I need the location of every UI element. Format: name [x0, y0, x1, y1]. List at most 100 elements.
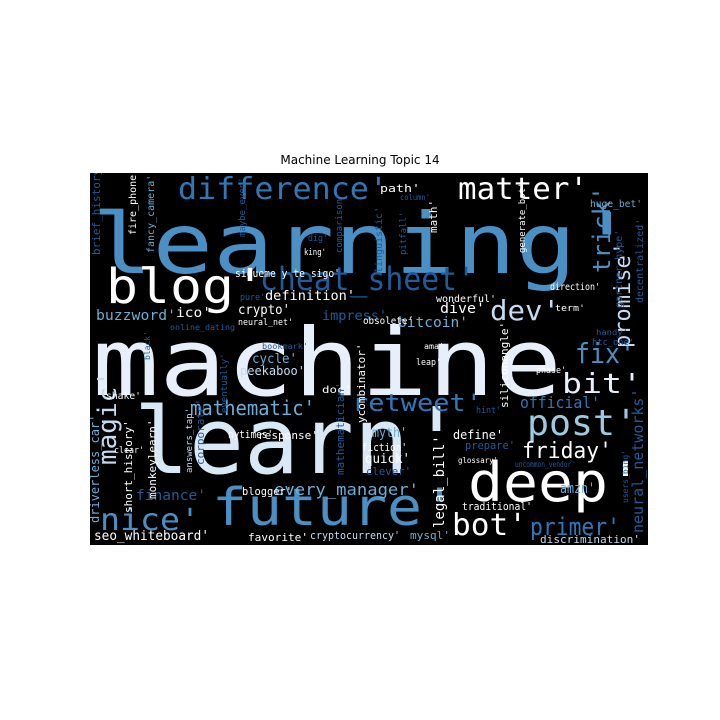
cloud-word-phase: phase' — [536, 366, 566, 376]
cloud-word-traditional: traditional' — [462, 500, 532, 513]
cloud-word-difference: difference' — [178, 173, 388, 207]
cloud-word-response: response' — [258, 429, 318, 442]
cloud-word-definition: definition' — [265, 289, 355, 304]
cloud-word-cryptocurrency: cryptocurrency' — [310, 529, 400, 542]
cloud-word-fiction: fiction' — [362, 441, 407, 454]
cloud-word-future: future' — [212, 478, 457, 538]
cloud-word-maybe-even: maybe_even' — [238, 177, 248, 237]
cloud-word-magic: magic' — [93, 371, 123, 465]
cloud-word-post: post' — [527, 403, 637, 444]
cloud-word-myth: myth' — [372, 426, 407, 441]
cloud-word-peekaboo: peekaboo' — [240, 364, 305, 378]
cloud-word-crypto: crypto' — [238, 303, 290, 318]
cloud-word-huge-bet: huge_bet' — [590, 199, 642, 210]
cloud-word-bit: bit' — [562, 367, 642, 400]
cloud-word-fire-phone: fire_phone' — [128, 173, 139, 235]
cloud-word-bookmark: bookmark' — [262, 342, 308, 351]
cloud-word-path: path' — [380, 182, 420, 195]
cloud-word-gartner-hype: gartner_hype' — [614, 230, 625, 308]
cloud-word-hint: hint' — [476, 406, 501, 416]
cloud-word-comparison: comparison' — [335, 193, 345, 253]
cloud-word-neural-networks: neural_networks' — [629, 389, 647, 534]
cloud-word-handy: handy' — [596, 328, 628, 337]
cloud-word-amzn: amzn' — [560, 481, 595, 497]
cloud-word-answers-tap: answers_tap' — [185, 408, 195, 473]
cloud-word-short-history: short_history' — [122, 420, 135, 513]
cloud-word-trick: trick' — [588, 186, 616, 273]
cloud-word-neural-net: neural_net' — [238, 318, 293, 328]
cloud-word-dive: dive' — [440, 301, 485, 317]
cloud-word-decentralized: decentralized' — [635, 219, 646, 303]
cloud-word-corporate: corporate' — [194, 399, 207, 465]
cloud-word-legal-bill: legal_bill' — [432, 435, 448, 528]
cloud-word-discrimination: discrimination' — [540, 533, 640, 545]
cloud-word-cycle: cycle' — [252, 352, 297, 367]
cloud-word-column: column' — [400, 193, 430, 202]
cloud-word-deep: deep' — [468, 451, 643, 514]
cloud-word-king: king' — [304, 248, 326, 258]
cloud-word-brief-history: brief_history' — [90, 173, 103, 255]
cloud-word-mathematician: mathematician' — [334, 382, 347, 475]
cloud-word-bot: bot' — [452, 508, 527, 543]
cloud-word-cheat-sheet: cheat_sheet' — [260, 260, 475, 298]
cloud-word-direction: direction' — [550, 282, 600, 293]
cloud-word-uncommon-vendor: uncommon_vendor' — [515, 460, 575, 469]
cloud-word-nice: nice' — [100, 503, 200, 538]
cloud-word-clever: clever' — [366, 465, 411, 478]
cloud-word-bitcoin: bitcoin' — [398, 315, 468, 331]
cloud-word-ico: ico' — [176, 306, 211, 321]
cloud-word-machine: machine — [92, 309, 562, 418]
cloud-word-mysql: mysql' — [410, 529, 450, 542]
cloud-word-fix: fix' — [575, 337, 635, 370]
cloud-word-every-manager: every_manager' — [274, 480, 419, 499]
cloud-word-ycombinator: ycombinator' — [355, 344, 368, 423]
cloud-word-wonderful: wonderful' — [436, 294, 496, 305]
cloud-word-obsolete: obsolete' — [363, 316, 413, 327]
cloud-word-black: black' — [143, 331, 152, 360]
cloud-word-buzzword: buzzword' — [96, 308, 176, 324]
cloud-word-learning: learning' — [92, 195, 637, 293]
cloud-word-shake: shake' — [106, 391, 141, 402]
cloud-word-clear: clear' — [114, 446, 144, 456]
word-cloud: learning' machine learn' future' deep' blog' c… — [90, 173, 648, 545]
cloud-word-htc-one: htc_one' — [592, 338, 634, 348]
cloud-word-retweet: retweet' — [352, 389, 482, 417]
cloud-word-driverless-car: driverless_car' — [90, 415, 102, 523]
cloud-word-online-dating: online_dating — [170, 323, 235, 332]
cloud-word-pitfall: pitfall' — [399, 212, 409, 255]
cloud-word-official: official' — [520, 393, 600, 412]
cloud-word-blogger: blogger' — [242, 485, 292, 498]
cloud-word-nytimes: nytimes' — [228, 428, 273, 441]
cloud-word-prepare: prepare' — [465, 439, 515, 452]
cloud-word-term: term' — [555, 304, 585, 314]
cloud-word-dig: dig' — [308, 234, 328, 244]
cloud-word-favorite: favorite' — [248, 531, 308, 544]
cloud-word-doc: doc' — [322, 385, 352, 396]
cloud-word-fancy-camera: fancy_camera' — [146, 175, 157, 253]
cloud-word-quick: quick' — [365, 452, 410, 467]
cloud-word-finance: finance' — [136, 488, 206, 504]
cloud-word-glossary: glossary' — [458, 456, 498, 465]
cloud-word-monkeylearn: monkeylearn' — [146, 420, 159, 499]
cloud-word-generate-bot: generate_bot' — [518, 183, 528, 253]
cloud-word-users-bing: users_bing' — [621, 450, 630, 503]
figure-title: Machine Learning Topic 14 — [280, 153, 440, 167]
cloud-word-define: define' — [453, 428, 503, 442]
cloud-word-mathematic: mathematic' — [190, 396, 315, 420]
cloud-word-ama: ama' — [424, 342, 444, 351]
cloud-word-blog: blog' — [106, 259, 266, 315]
cloud-word-leap: leap' — [416, 358, 441, 368]
cloud-word-dev: dev' — [490, 294, 560, 327]
cloud-word-impress: impress' — [322, 309, 387, 324]
cloud-word-siliconangle: siliconangle' — [498, 322, 511, 408]
cloud-word-primer: primer' — [530, 513, 620, 541]
cloud-word-math: math' — [427, 200, 440, 233]
cloud-word-sigueme-y-te-sigo: sigueme y te sigo' — [235, 267, 340, 280]
cloud-word-matter: matter' — [458, 173, 588, 207]
cloud-word-eventually: eventually' — [220, 353, 230, 413]
cloud-word-promise: promise' — [611, 242, 636, 348]
cloud-word-learn: learn' — [134, 388, 464, 495]
cloud-word-pure: pure' — [240, 293, 265, 303]
cloud-word-linguistic: linguistic' — [374, 207, 385, 273]
